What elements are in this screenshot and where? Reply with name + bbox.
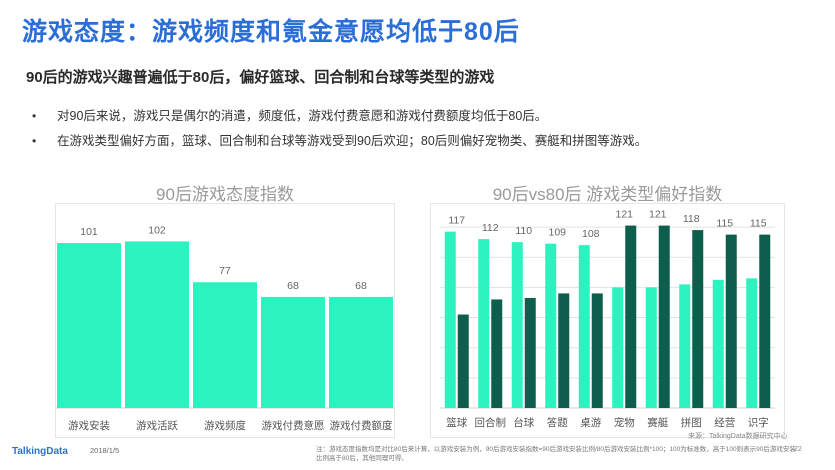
bar [558,293,570,408]
x-tick-label: 宠物 [614,416,635,429]
report-date: 2018/1/5 [90,446,120,455]
x-tick-label: 游戏安装 [68,419,110,432]
bar [759,234,771,408]
chart-frame [55,203,395,438]
bar [511,242,523,408]
attitude-index-chart: 90后游戏态度指数 101 游戏安装 102 游戏活跃 77 游戏频度 68 游戏付费意愿 68 游… [55,185,395,438]
data-label: 121 [649,209,667,221]
x-tick-label: 游戏活跃 [136,419,178,432]
x-tick-label: 台球 [513,416,534,429]
genre-preference-chart: 90后vs80后 游戏类型偏好指数 117 篮球 112 回合制 110 台球 109 答题 10… [430,185,785,438]
bar [679,284,691,408]
data-label: 115 [750,218,767,230]
bar [491,299,503,408]
x-tick-label: 篮球 [446,416,467,429]
bullet-item: • 对90后来说，游戏只是偶尔的消遣，频度低，游戏付费意愿和游戏付费额度均低于80… [24,104,647,129]
bullet-text: 对90后来说，游戏只是偶尔的消遣，频度低，游戏付费意愿和游戏付费额度均低于80后… [57,109,548,123]
data-label: 108 [582,228,600,240]
bar [193,282,257,408]
talkingdata-logo: TalkingData [12,446,68,457]
bullet-item: • 在游戏类型偏好方面，篮球、回合制和台球等游戏受到90后欢迎；80后则偏好宠物类… [24,129,647,154]
bar [444,231,456,408]
chart-title: 90后vs80后 游戏类型偏好指数 [493,185,723,204]
chart-title: 90后游戏态度指数 [156,185,294,204]
x-tick-label: 经营 [714,416,735,429]
data-label: 101 [80,226,98,238]
bullet-list: • 对90后来说，游戏只是偶尔的消遣，频度低，游戏付费意愿和游戏付费额度均低于80… [24,104,647,154]
x-tick-label: 识字 [748,416,769,429]
bar [545,243,557,408]
data-label: 68 [355,280,367,292]
x-tick-label: 游戏付费额度 [330,419,393,432]
x-tick-label: 桌游 [580,416,601,429]
chart-frame [430,203,785,438]
bar [658,225,670,408]
bar [125,241,189,408]
data-label: 102 [148,224,166,236]
footnote: 注：游戏态度指数均是对比80后来计算，以游戏安装为例，90后游戏安装指数=90后… [316,446,796,462]
bar [591,293,603,408]
bar [261,296,325,408]
x-tick-label: 答题 [547,416,568,429]
x-tick-label: 拼图 [681,416,702,429]
data-label: 121 [615,209,633,221]
page-number: 22 [794,446,802,453]
data-label: 115 [716,218,733,230]
x-tick-label: 游戏付费意愿 [262,419,325,432]
x-tick-label: 回合制 [475,416,507,429]
bar [524,297,536,408]
source-note: 来源：TalkingData数据研究中心 [688,433,788,440]
data-label: 112 [482,222,499,234]
bar [746,278,758,408]
bar [645,287,657,408]
bar [57,243,121,408]
bullet-marker: • [32,109,37,123]
bar [329,296,393,408]
x-tick-label: 游戏频度 [204,419,246,432]
bar [478,239,490,408]
bar [625,225,637,408]
bullet-text: 在游戏类型偏好方面，篮球、回合制和台球等游戏受到90后欢迎；80后则偏好宠物类、… [57,134,648,148]
bar [725,234,737,408]
data-label: 77 [219,265,231,277]
bullet-marker: • [32,134,37,148]
bar [712,279,724,408]
data-label: 110 [515,225,532,237]
bar [692,230,704,408]
data-label: 118 [683,213,700,225]
page-title: 游戏态度：游戏频度和氪金意愿均低于80后 [22,18,520,46]
bar [578,245,590,408]
data-label: 68 [287,280,299,292]
x-tick-label: 赛艇 [647,416,668,429]
data-label: 117 [448,215,465,227]
data-label: 109 [548,227,566,239]
bar [612,287,624,408]
page-subtitle: 90后的游戏兴趣普遍低于80后，偏好篮球、回合制和台球等类型的游戏 [26,69,495,86]
bar [457,314,469,408]
